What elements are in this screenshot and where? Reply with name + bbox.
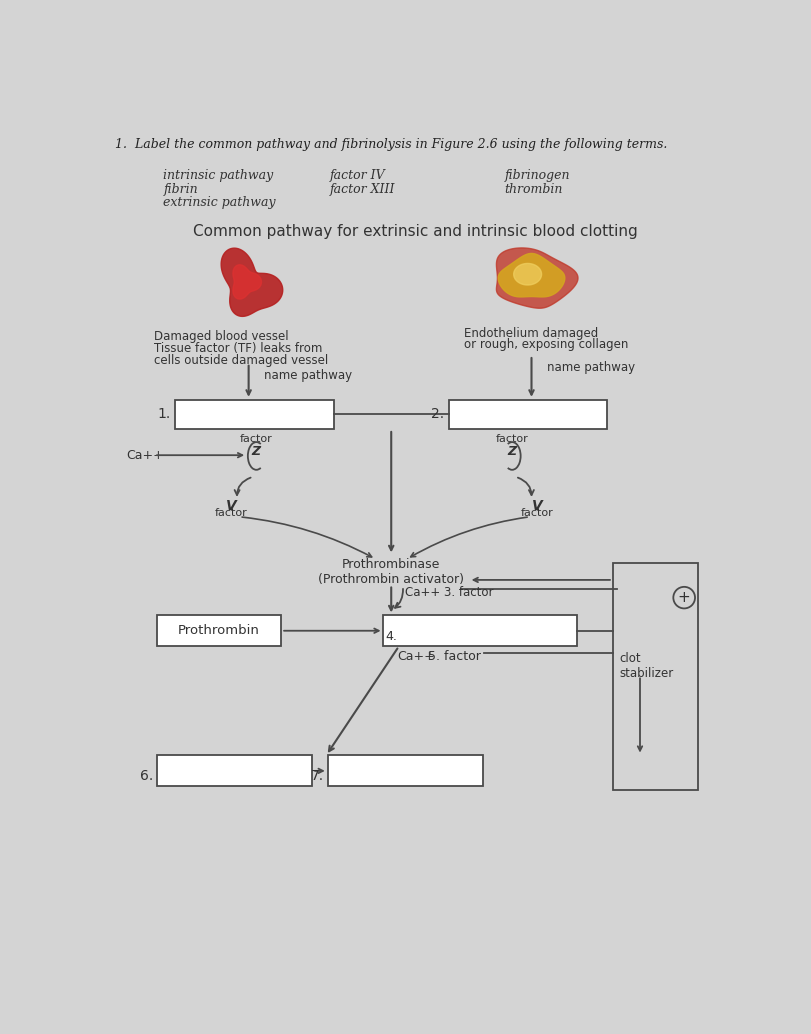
- Text: 2.: 2.: [431, 407, 444, 422]
- Text: clot
stabilizer: clot stabilizer: [619, 652, 673, 680]
- Bar: [613, 562, 698, 790]
- Text: name pathway: name pathway: [547, 361, 635, 374]
- Text: V: V: [531, 499, 543, 513]
- Text: Ca++ 3. factor: Ca++ 3. factor: [406, 586, 494, 599]
- Text: Prothrombin: Prothrombin: [178, 625, 260, 637]
- Bar: [384, 615, 577, 646]
- Text: factor: factor: [521, 509, 553, 518]
- Text: 6.: 6.: [140, 769, 153, 783]
- Polygon shape: [496, 248, 578, 308]
- Bar: [157, 756, 312, 786]
- Text: factor XIII: factor XIII: [330, 183, 396, 195]
- Text: fibrinogen: fibrinogen: [504, 169, 570, 182]
- Text: Ca++: Ca++: [127, 449, 164, 461]
- Text: factor IV: factor IV: [330, 169, 385, 182]
- Text: Damaged blood vessel: Damaged blood vessel: [154, 331, 289, 343]
- Text: or rough, exposing collagen: or rough, exposing collagen: [464, 338, 629, 352]
- Polygon shape: [513, 264, 542, 285]
- Text: Tissue factor (TF) leaks from: Tissue factor (TF) leaks from: [154, 342, 323, 355]
- Text: intrinsic pathway: intrinsic pathway: [163, 169, 273, 182]
- Polygon shape: [233, 265, 261, 299]
- Text: V: V: [226, 499, 237, 513]
- Polygon shape: [221, 248, 283, 316]
- Text: cells outside damaged vessel: cells outside damaged vessel: [154, 354, 328, 366]
- Bar: [448, 400, 607, 429]
- Text: Z: Z: [508, 446, 517, 458]
- Bar: [157, 615, 281, 646]
- Text: 1.: 1.: [157, 407, 170, 422]
- Text: Ca++: Ca++: [397, 650, 436, 663]
- Text: fibrin: fibrin: [163, 183, 198, 195]
- Text: Z: Z: [251, 446, 261, 458]
- Text: Prothrombinase
(Prothrombin activator): Prothrombinase (Prothrombin activator): [318, 557, 464, 585]
- Text: 5. factor: 5. factor: [428, 650, 481, 663]
- Text: 1.  Label the common pathway and fibrinolysis in Figure 2.6 using the following : 1. Label the common pathway and fibrinol…: [115, 138, 667, 151]
- Bar: [328, 756, 483, 786]
- Text: +: +: [678, 590, 690, 605]
- Text: 7.: 7.: [311, 769, 324, 783]
- Text: thrombin: thrombin: [504, 183, 563, 195]
- Text: extrinsic pathway: extrinsic pathway: [163, 196, 276, 210]
- Text: factor: factor: [240, 433, 272, 444]
- Text: 4.: 4.: [385, 630, 397, 643]
- Text: Common pathway for extrinsic and intrinsic blood clotting: Common pathway for extrinsic and intrins…: [193, 224, 637, 239]
- Text: Endothelium damaged: Endothelium damaged: [464, 327, 599, 339]
- Text: factor: factor: [215, 509, 248, 518]
- Bar: [175, 400, 334, 429]
- Polygon shape: [498, 253, 564, 297]
- Text: factor: factor: [496, 433, 529, 444]
- Text: name pathway: name pathway: [264, 369, 352, 382]
